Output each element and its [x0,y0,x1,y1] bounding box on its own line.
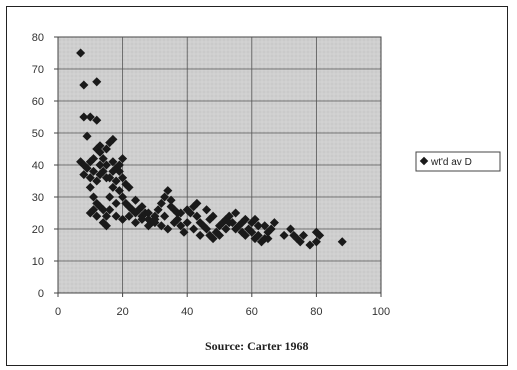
data-point [240,214,250,224]
data-point [92,176,102,186]
data-point [105,192,115,202]
data-point [195,230,205,240]
data-point [95,141,105,151]
data-point [101,211,111,221]
data-point [114,186,124,196]
data-point [156,221,166,231]
data-point [85,112,95,122]
data-point [130,195,141,205]
data-point [89,192,99,202]
data-point [205,214,215,224]
data-point [101,160,111,170]
data-point [108,157,118,167]
data-point [98,205,108,215]
data-point [105,173,115,183]
legend-label: wt'd av D [430,157,472,168]
data-point [82,163,92,173]
data-point [124,211,134,221]
data-point [156,198,166,208]
chart-caption: Source: Carter 1968 [205,339,309,353]
data-point [253,221,263,231]
legend-box [415,151,501,172]
data-point [85,208,95,218]
y-tick-label: 60 [32,96,44,108]
data-point [160,192,170,202]
y-axis-tick-labels: 0 10 20 30 40 50 60 70 80 [32,32,58,300]
data-point [95,160,105,170]
data-point [89,166,99,176]
data-point [92,115,102,125]
x-tick-label: 80 [310,306,322,318]
data-point [143,221,153,231]
y-tick-label: 30 [32,192,44,204]
data-point [111,198,121,208]
data-point [237,227,247,237]
y-tick-label: 40 [32,160,44,172]
data-point [111,211,121,221]
data-point [105,205,115,215]
x-axis-tick-labels: 0 20 40 60 80 100 [55,293,390,318]
data-point [108,134,118,144]
y-tick-label: 70 [32,64,44,76]
data-point [192,211,202,221]
chart-frame: 0 10 20 30 40 50 60 70 80 0 20 40 60 80 100 wt'd av D… [6,6,508,366]
data-point [92,211,102,221]
x-tick-label: 20 [116,306,128,318]
data-point [114,160,124,170]
data-point [202,205,212,215]
data-point [337,237,347,247]
data-point [214,230,225,240]
data-point [108,182,118,192]
data-point [224,211,234,221]
data-point [79,80,89,90]
data-point [85,173,95,183]
data-point [82,131,92,141]
scatter-chart: 0 10 20 30 40 50 60 70 80 0 20 40 60 80 100 wt'd av D… [32,32,501,353]
data-point [202,224,212,234]
data-point [311,237,321,247]
data-point [189,224,199,234]
data-point [118,173,128,183]
data-point [182,205,192,215]
data-point [98,154,108,164]
data-point [118,192,128,202]
data-point [137,214,147,224]
data-point [101,144,111,154]
data-point [111,176,121,186]
x-tick-label: 0 [55,306,61,318]
y-tick-label: 20 [32,224,44,236]
legend: wt'd av D [415,151,501,172]
y-tick-label: 10 [32,256,44,268]
data-point [247,227,257,237]
data-point [253,230,263,240]
data-point [124,182,134,192]
data-point [163,186,173,196]
data-point [192,198,202,208]
y-tick-label: 80 [32,32,44,44]
x-tick-label: 60 [246,306,258,318]
data-point [118,214,128,224]
legend-marker [419,156,429,166]
data-points [76,48,347,250]
data-point [172,208,183,218]
data-point [166,195,176,205]
data-point [92,77,102,87]
y-tick-label: 50 [32,128,44,140]
grid-lines [58,37,381,293]
data-point [79,112,89,122]
data-point [95,147,105,157]
x-tick-label: 40 [181,306,193,318]
data-point [266,224,276,234]
x-tick-label: 100 [372,306,390,318]
y-tick-label: 0 [38,288,44,300]
data-point [231,208,241,218]
data-point [108,166,118,176]
data-point [160,211,170,221]
data-point [76,48,86,58]
data-point [101,221,111,231]
data-point [179,227,189,237]
data-point [85,182,95,192]
data-point [143,208,153,218]
